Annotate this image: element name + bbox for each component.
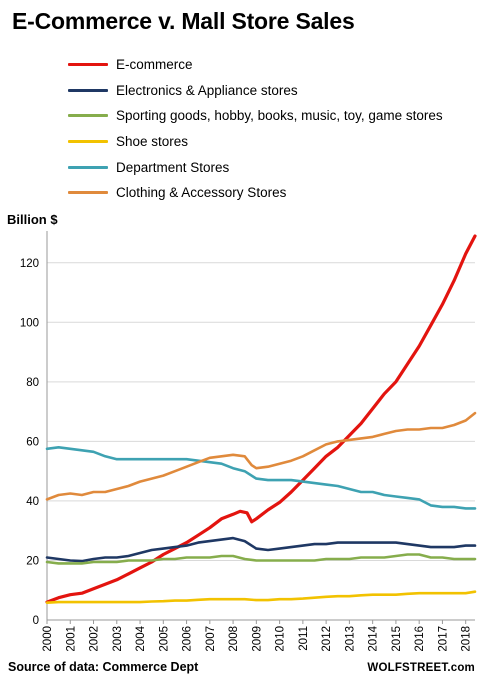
series-line-electronics-appliance-stores — [45, 536, 477, 563]
legend-label-department: Department Stores — [116, 159, 230, 175]
legend-item-ecommerce: E-commerce — [68, 52, 443, 78]
brand-watermark: WOLFSTREET.com — [367, 662, 475, 674]
legend-label-electronics: Electronics & Appliance stores — [116, 82, 298, 98]
source-note: Source of data: Commerce Dept — [8, 660, 199, 674]
legend-swatch-ecommerce — [68, 63, 108, 67]
x-tick-label-2004: 2004 — [135, 625, 147, 651]
chart-legend: E-commerce Electronics & Appliance store… — [68, 52, 443, 206]
legend-item-department: Department Stores — [68, 154, 443, 180]
x-tick-label-2015: 2015 — [391, 626, 403, 652]
x-tick-label-2016: 2016 — [414, 626, 426, 652]
series-lines — [45, 234, 477, 604]
x-tick-label-2012: 2012 — [321, 626, 333, 652]
x-tick-label-2013: 2013 — [344, 626, 356, 652]
x-tick-label-2001: 2001 — [65, 626, 77, 652]
legend-item-electronics: Electronics & Appliance stores — [68, 78, 443, 104]
x-tick-label-2000: 2000 — [42, 626, 54, 652]
series-line-clothing-accessory-stores — [45, 411, 477, 501]
legend-label-sporting: Sporting goods, hobby, books, music, toy… — [116, 108, 443, 124]
series-line-department-stores — [45, 446, 477, 510]
legend-swatch-electronics — [68, 88, 108, 92]
y-tick-label-20: 20 — [26, 555, 39, 567]
legend-label-clothing: Clothing & Accessory Stores — [116, 185, 287, 201]
x-tick-label-2002: 2002 — [89, 626, 101, 652]
legend-item-clothing: Clothing & Accessory Stores — [68, 180, 443, 206]
legend-swatch-shoe — [68, 140, 108, 144]
axes: 0 20 40 60 80 100 120 2000 2001 2002 2003 2004 2005 2… — [20, 231, 475, 652]
y-tick-label-80: 80 — [26, 377, 39, 389]
y-tick-label-100: 100 — [20, 317, 39, 329]
legend-swatch-department — [68, 165, 108, 169]
x-tick-label-2003: 2003 — [112, 626, 124, 652]
series-line-e-commerce — [45, 234, 477, 604]
legend-label-shoe: Shoe stores — [116, 134, 189, 150]
x-tick-label-2006: 2006 — [182, 626, 194, 652]
y-axis-label: Billion $ — [7, 212, 58, 227]
y-tick-label-40: 40 — [26, 496, 39, 508]
x-tick-label-2005: 2005 — [158, 626, 170, 652]
legend-label-ecommerce: E-commerce — [116, 57, 193, 73]
x-tick-label-2014: 2014 — [368, 625, 380, 651]
x-tick-label-2011: 2011 — [298, 626, 310, 651]
legend-swatch-clothing — [68, 191, 108, 195]
grid-lines — [47, 262, 475, 561]
x-tick-label-2008: 2008 — [228, 626, 240, 652]
chart-title: E-Commerce v. Mall Store Sales — [12, 8, 355, 34]
y-tick-label-0: 0 — [33, 615, 39, 627]
x-tick-label-2007: 2007 — [205, 626, 217, 652]
legend-item-shoe: Shoe stores — [68, 129, 443, 155]
legend-item-sporting: Sporting goods, hobby, books, music, toy… — [68, 103, 443, 129]
y-tick-label-120: 120 — [20, 258, 39, 270]
legend-swatch-sporting — [68, 114, 108, 118]
x-tick-label-2018: 2018 — [461, 626, 473, 652]
series-line-shoe-stores — [45, 590, 477, 604]
series-line-sporting-goods-hobby-books-music-toy-game-stores — [45, 553, 477, 565]
x-tick-label-2009: 2009 — [251, 626, 263, 652]
x-tick-label-2010: 2010 — [275, 626, 287, 652]
y-tick-label-60: 60 — [26, 436, 39, 448]
x-tick-label-2017: 2017 — [437, 626, 449, 652]
